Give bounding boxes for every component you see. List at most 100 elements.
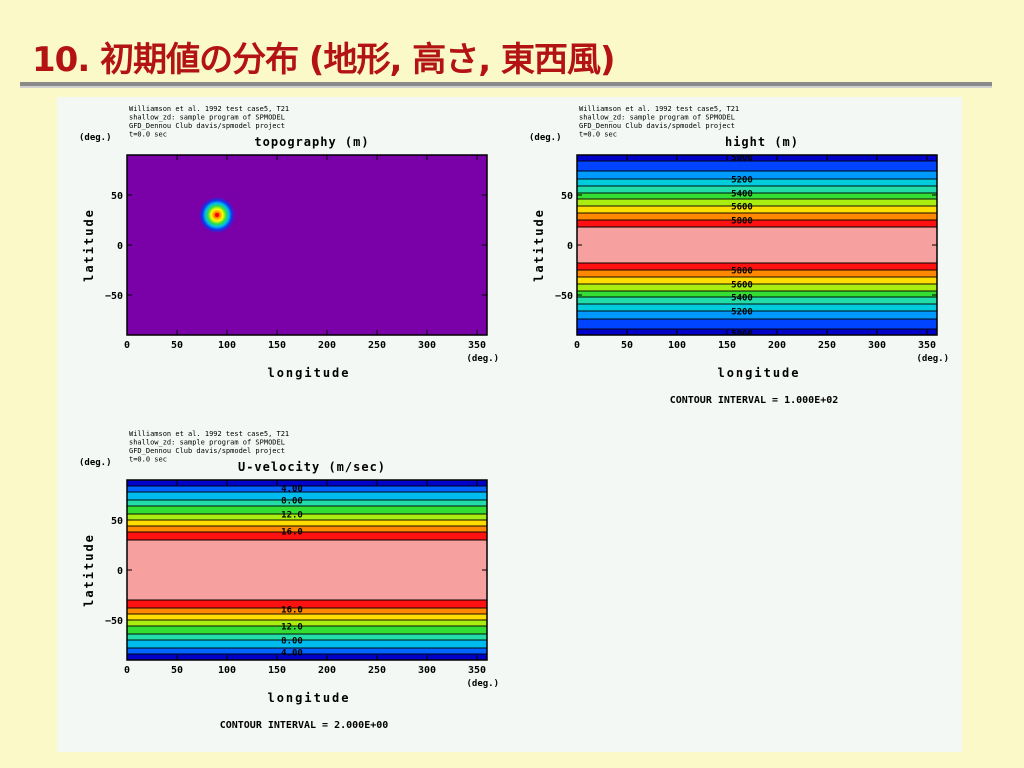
contour-band: [577, 291, 937, 297]
contour-label: 16.0: [281, 606, 303, 616]
mountain-peak: [215, 213, 219, 217]
contour-band: [577, 161, 937, 171]
contour-label: 5600: [731, 203, 753, 213]
x-axis-label: longitude: [267, 691, 350, 705]
title-divider: [20, 82, 992, 88]
y-tick-label: −50: [105, 616, 123, 627]
chart-panel-3: Williamson et al. 1992 test case5, T21sh…: [79, 430, 499, 731]
y-tick-label: 50: [111, 191, 123, 202]
plot-header-line: Williamson et al. 1992 test case5, T21: [129, 105, 289, 113]
contour-band: [577, 277, 937, 284]
contour-band: [577, 155, 937, 161]
x-tick-label: 0: [124, 665, 130, 676]
contour-label: 12.0: [281, 511, 303, 521]
x-tick-label: 150: [718, 340, 736, 351]
contour-label: 5400: [731, 190, 753, 200]
chart-panel-2: Williamson et al. 1992 test case5, T21sh…: [529, 105, 949, 406]
contour-band: [127, 480, 487, 486]
plot-header-line: GFD_Dennou Club davis/spmodel project: [579, 122, 735, 130]
y-tick-label: 50: [561, 191, 573, 202]
x-tick-label: 200: [768, 340, 786, 351]
x-tick-label: 200: [318, 665, 336, 676]
figure-canvas: Williamson et al. 1992 test case5, T21sh…: [79, 105, 949, 731]
x-tick-label: 350: [918, 340, 936, 351]
y-axis-label: latitude: [532, 208, 546, 282]
contour-band: [127, 654, 487, 660]
contour-band-center: [577, 227, 937, 263]
plot-title: U-velocity (m/sec): [238, 460, 386, 474]
x-tick-label: 300: [868, 340, 886, 351]
contour-band-center: [127, 540, 487, 600]
plot-title: topography (m): [254, 135, 369, 149]
y-tick-label: −50: [555, 291, 573, 302]
contour-label: 4.00: [281, 649, 303, 659]
contour-label: 5000: [731, 154, 753, 164]
x-tick-label: 250: [368, 665, 386, 676]
plot-header-line: shallow_zd: sample program of SPMODEL: [129, 439, 285, 447]
x-tick-label: 100: [218, 340, 236, 351]
plot-header-line: t=0.0 sec: [129, 456, 167, 464]
contour-band: [127, 506, 487, 514]
contour-label: 5200: [731, 176, 753, 186]
x-tick-label: 300: [418, 340, 436, 351]
contour-band: [577, 270, 937, 277]
y-unit-label: (deg.): [529, 133, 562, 143]
y-tick-label: −50: [105, 291, 123, 302]
contour-band: [127, 500, 487, 506]
plot-background: [127, 155, 487, 335]
x-tick-label: 150: [268, 665, 286, 676]
contour-label: 16.0: [281, 528, 303, 538]
x-unit-label: (deg.): [466, 679, 499, 689]
contour-label: 12.0: [281, 623, 303, 633]
plot-header-line: t=0.0 sec: [129, 131, 167, 139]
contour-band: [127, 492, 487, 500]
contour-label: 5600: [731, 281, 753, 291]
contour-band: [127, 640, 487, 648]
contour-label: 5000: [731, 330, 753, 340]
contour-band: [577, 297, 937, 304]
y-axis-label: latitude: [82, 208, 96, 282]
contour-band: [127, 614, 487, 620]
contour-label: 5800: [731, 267, 753, 277]
x-unit-label: (deg.): [916, 354, 949, 364]
contour-band: [577, 311, 937, 319]
contour-label: 5200: [731, 308, 753, 318]
plot-header-line: Williamson et al. 1992 test case5, T21: [129, 430, 289, 438]
contour-band: [577, 304, 937, 311]
x-tick-label: 300: [418, 665, 436, 676]
x-tick-label: 50: [171, 665, 183, 676]
contour-band: [127, 520, 487, 526]
x-axis-label: longitude: [717, 366, 800, 380]
y-axis-label: latitude: [82, 533, 96, 607]
contour-band: [127, 608, 487, 614]
contour-band: [127, 486, 487, 492]
x-tick-label: 50: [171, 340, 183, 351]
plot-header-line: shallow_zd: sample program of SPMODEL: [579, 114, 735, 122]
chart-panel-1: Williamson et al. 1992 test case5, T21sh…: [79, 105, 499, 380]
y-unit-label: (deg.): [79, 458, 112, 468]
x-unit-label: (deg.): [466, 354, 499, 364]
x-tick-label: 0: [124, 340, 130, 351]
contour-band: [577, 199, 937, 206]
plot-body: 4.00 8.00 12.0 16.0 16.0 12.0 8.00 4.00: [127, 480, 487, 660]
x-axis-label: longitude: [267, 366, 350, 380]
contour-band: [577, 220, 937, 227]
contour-band: [127, 620, 487, 626]
contour-label: 5800: [731, 217, 753, 227]
contour-band: [577, 329, 937, 335]
contour-band: [127, 532, 487, 540]
contour-band: [127, 626, 487, 634]
x-tick-label: 50: [621, 340, 633, 351]
y-unit-label: (deg.): [79, 133, 112, 143]
x-tick-label: 250: [368, 340, 386, 351]
contour-band: [127, 634, 487, 640]
plot-header-line: GFD_Dennou Club davis/spmodel project: [129, 447, 285, 455]
plot-header-line: GFD_Dennou Club davis/spmodel project: [129, 122, 285, 130]
contour-band: [577, 319, 937, 329]
contour-label: 5400: [731, 294, 753, 304]
plot-header-line: shallow_zd: sample program of SPMODEL: [129, 114, 285, 122]
contour-band: [127, 648, 487, 654]
plot-body: [127, 155, 487, 335]
plot-body: 5000 5200 5400 5600 5800 5800 5600 5400 5200 5000: [577, 154, 937, 340]
x-tick-label: 150: [268, 340, 286, 351]
